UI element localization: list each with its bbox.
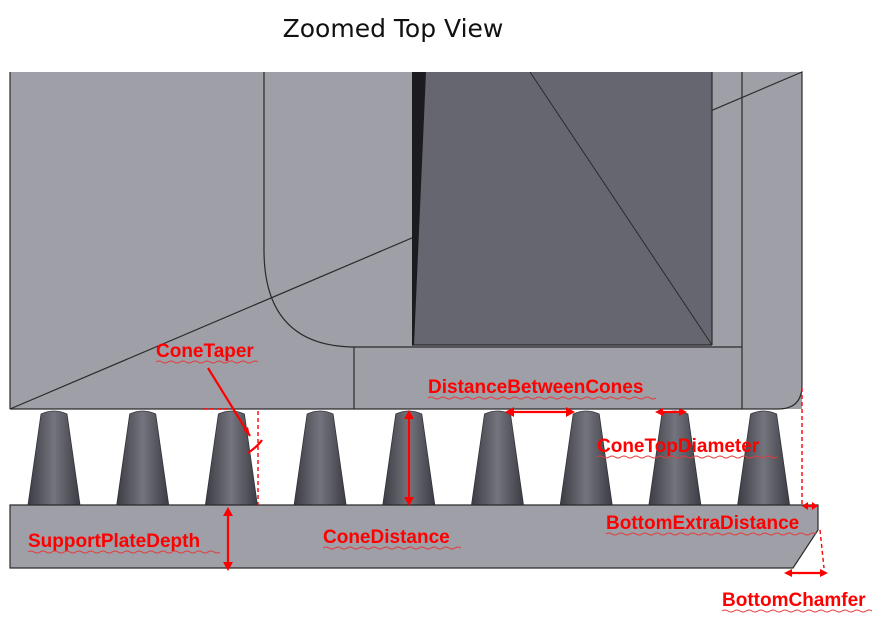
squiggle-bottom-chamfer <box>721 609 873 613</box>
cone-row <box>27 410 791 506</box>
upper-body-outline <box>9 71 803 410</box>
annotations <box>203 367 828 577</box>
label-cone-distance: ConeDistance <box>323 527 450 548</box>
label-cone-top-diameter: ConeTopDiameter <box>597 436 760 457</box>
cone <box>559 410 613 506</box>
inner-rounded-edge <box>263 72 355 348</box>
cone-top-diameter-arrowhead-right <box>679 408 687 416</box>
cone <box>27 410 81 506</box>
distance-between-cones-arrowhead-left <box>505 407 514 417</box>
cone-taper-angle-arc <box>247 439 263 454</box>
cone <box>471 410 524 506</box>
cone-taper-leader <box>207 367 251 437</box>
support-plate-depth-arrowhead-top <box>223 507 233 516</box>
cone <box>293 410 347 506</box>
label-cone-taper: ConeTaper <box>156 341 254 362</box>
label-bottom-extra-distance: BottomExtraDistance <box>606 513 799 534</box>
bottom-chamfer-arrowhead-right <box>820 569 828 577</box>
squiggle-cone-distance <box>322 546 462 550</box>
squiggle-cone-taper <box>155 360 259 364</box>
bottom-extra-distance-arrowhead-right <box>812 502 818 510</box>
cone-distance-arrowhead-top <box>404 410 414 419</box>
label-support-plate-depth: SupportPlateDepth <box>28 531 200 552</box>
annotation-labels: ConeTaper DistanceBetweenCones ConeTopDi… <box>27 341 873 613</box>
label-bottom-chamfer: BottomChamfer <box>722 590 866 611</box>
bottom-extra-distance-arrowhead-left <box>802 502 808 510</box>
support-plate-face <box>9 504 819 569</box>
squiggle-bottom-extra-distance <box>605 532 817 536</box>
support-plate <box>9 504 819 569</box>
cone-top-diameter-arrowhead-left <box>655 408 663 416</box>
bottom-chamfer-arrowhead-left <box>784 569 792 577</box>
cone <box>116 410 170 506</box>
label-distance-between-cones: DistanceBetweenCones <box>428 377 643 398</box>
cone-taper-arrowhead <box>243 427 250 436</box>
bottom-chamfer-ref-line <box>819 529 825 569</box>
distance-between-cones-arrowhead-right <box>566 407 575 417</box>
dark-panel-diagonal <box>529 71 713 346</box>
dark-inner-panel <box>412 72 712 345</box>
dark-sliver <box>412 72 426 345</box>
page-title: Zoomed Top View <box>283 14 504 43</box>
squiggle-distance-between-cones <box>427 396 657 400</box>
cone-distance-arrowhead-bottom <box>404 497 414 506</box>
cone <box>204 410 258 506</box>
cone <box>648 410 702 506</box>
upper-body <box>9 71 803 410</box>
support-plate-depth-arrowhead-bottom <box>223 562 233 571</box>
squiggle-cone-top-diameter <box>596 455 778 459</box>
squiggle-support-plate-depth <box>27 550 221 554</box>
